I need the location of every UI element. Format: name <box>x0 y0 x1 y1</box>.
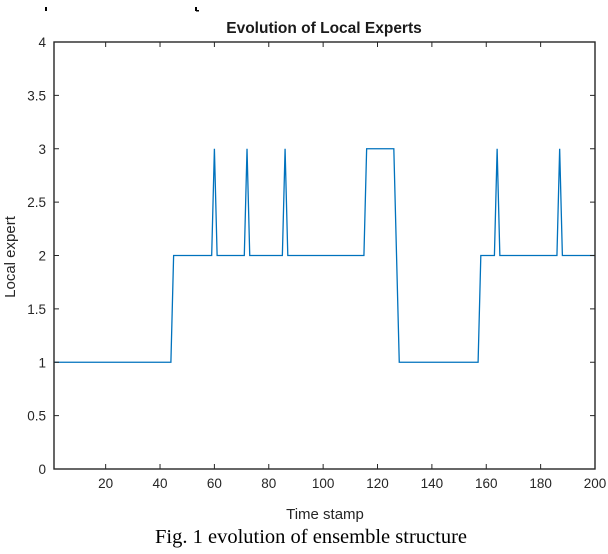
y-tick-label: 2 <box>38 249 46 264</box>
cropped-text-fragments <box>0 0 608 12</box>
x-tick-label: 160 <box>475 476 498 491</box>
x-tick-label: 40 <box>153 476 168 491</box>
x-axis-ticks: 20 40 60 80 100 120 140 160 180 200 <box>98 42 606 491</box>
y-axis-ticks: 0 0.5 1 1.5 2 2.5 3 3.5 4 <box>27 35 595 477</box>
y-tick-label: 2.5 <box>27 195 46 210</box>
chart-title: Evolution of Local Experts <box>226 20 422 37</box>
y-tick-label: 1.5 <box>27 302 46 317</box>
x-tick-label: 100 <box>312 476 335 491</box>
y-tick-label: 0.5 <box>27 409 46 424</box>
x-tick-label: 120 <box>366 476 389 491</box>
x-axis-label: Time stamp <box>286 506 364 523</box>
x-tick-label: 200 <box>584 476 607 491</box>
x-tick-label: 140 <box>421 476 444 491</box>
figure-caption: Fig. 1 evolution of ensemble structure <box>155 526 467 548</box>
y-tick-label: 3 <box>38 142 46 157</box>
plot-area <box>54 148 595 363</box>
x-tick-label: 20 <box>98 476 113 491</box>
y-axis-label: Local expert <box>2 215 19 298</box>
x-tick-label: 60 <box>207 476 222 491</box>
y-tick-label: 1 <box>38 355 46 370</box>
y-tick-label: 4 <box>38 35 46 50</box>
x-tick-label: 80 <box>261 476 276 491</box>
y-tick-label: 0 <box>38 462 46 477</box>
data-series-line <box>54 148 595 363</box>
y-tick-label: 3.5 <box>27 88 46 103</box>
x-tick-label: 180 <box>529 476 552 491</box>
